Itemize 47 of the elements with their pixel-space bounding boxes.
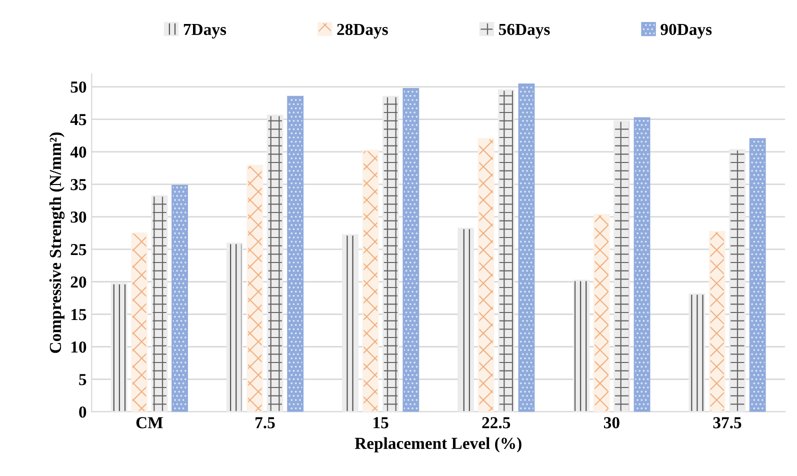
x-tick-label: 30: [604, 417, 620, 428]
bar: [458, 228, 474, 412]
x-tick-label: CM: [136, 417, 163, 428]
bar: [708, 231, 726, 412]
y-tick-label: 0: [79, 406, 86, 418]
bar: [402, 88, 420, 412]
y-tick-label: 40: [70, 146, 86, 158]
x-tick-label: 15: [374, 417, 388, 428]
y-tick-label: 10: [71, 341, 86, 353]
legend-label: 90Days: [660, 24, 712, 38]
bar: [634, 117, 650, 412]
bar: [131, 232, 148, 412]
bar: [226, 242, 243, 412]
y-tick-label: 15: [71, 309, 86, 320]
bar: [478, 138, 494, 412]
bar: [593, 214, 610, 412]
x-tick-label: 37.5: [713, 417, 742, 428]
y-tick-label: 25: [70, 244, 86, 256]
y-tick-label: 20: [70, 276, 86, 288]
bar: [110, 283, 128, 412]
y-tick-label: 30: [70, 211, 86, 223]
x-axis-title: Replacement Level (%): [354, 437, 522, 452]
y-tick-label: 5: [79, 374, 86, 386]
bar: [614, 120, 630, 412]
bar: [287, 96, 304, 412]
bar: [749, 138, 766, 412]
legend-label: 56Days: [499, 24, 550, 38]
y-axis-title: Compressive Strength (N/mm²): [49, 132, 65, 353]
bar: [266, 114, 284, 412]
x-tick-label: 22.5: [482, 417, 510, 428]
y-tick-label: 35: [70, 179, 86, 190]
bar: [246, 164, 264, 412]
bar: [362, 150, 379, 412]
y-tick-label: 45: [70, 114, 86, 126]
y-tick-label: 50: [70, 81, 86, 93]
bar: [172, 184, 188, 412]
legend-label: 28Days: [337, 24, 388, 38]
bar: [729, 149, 746, 412]
bar: [151, 195, 168, 412]
bar: [342, 234, 358, 412]
bar: [518, 83, 535, 412]
bar: [498, 89, 514, 412]
bar: [382, 96, 399, 412]
bar: [688, 293, 706, 412]
bar: [573, 280, 590, 412]
legend-label: 7Days: [184, 24, 226, 38]
x-tick-label: 7.5: [256, 417, 275, 428]
